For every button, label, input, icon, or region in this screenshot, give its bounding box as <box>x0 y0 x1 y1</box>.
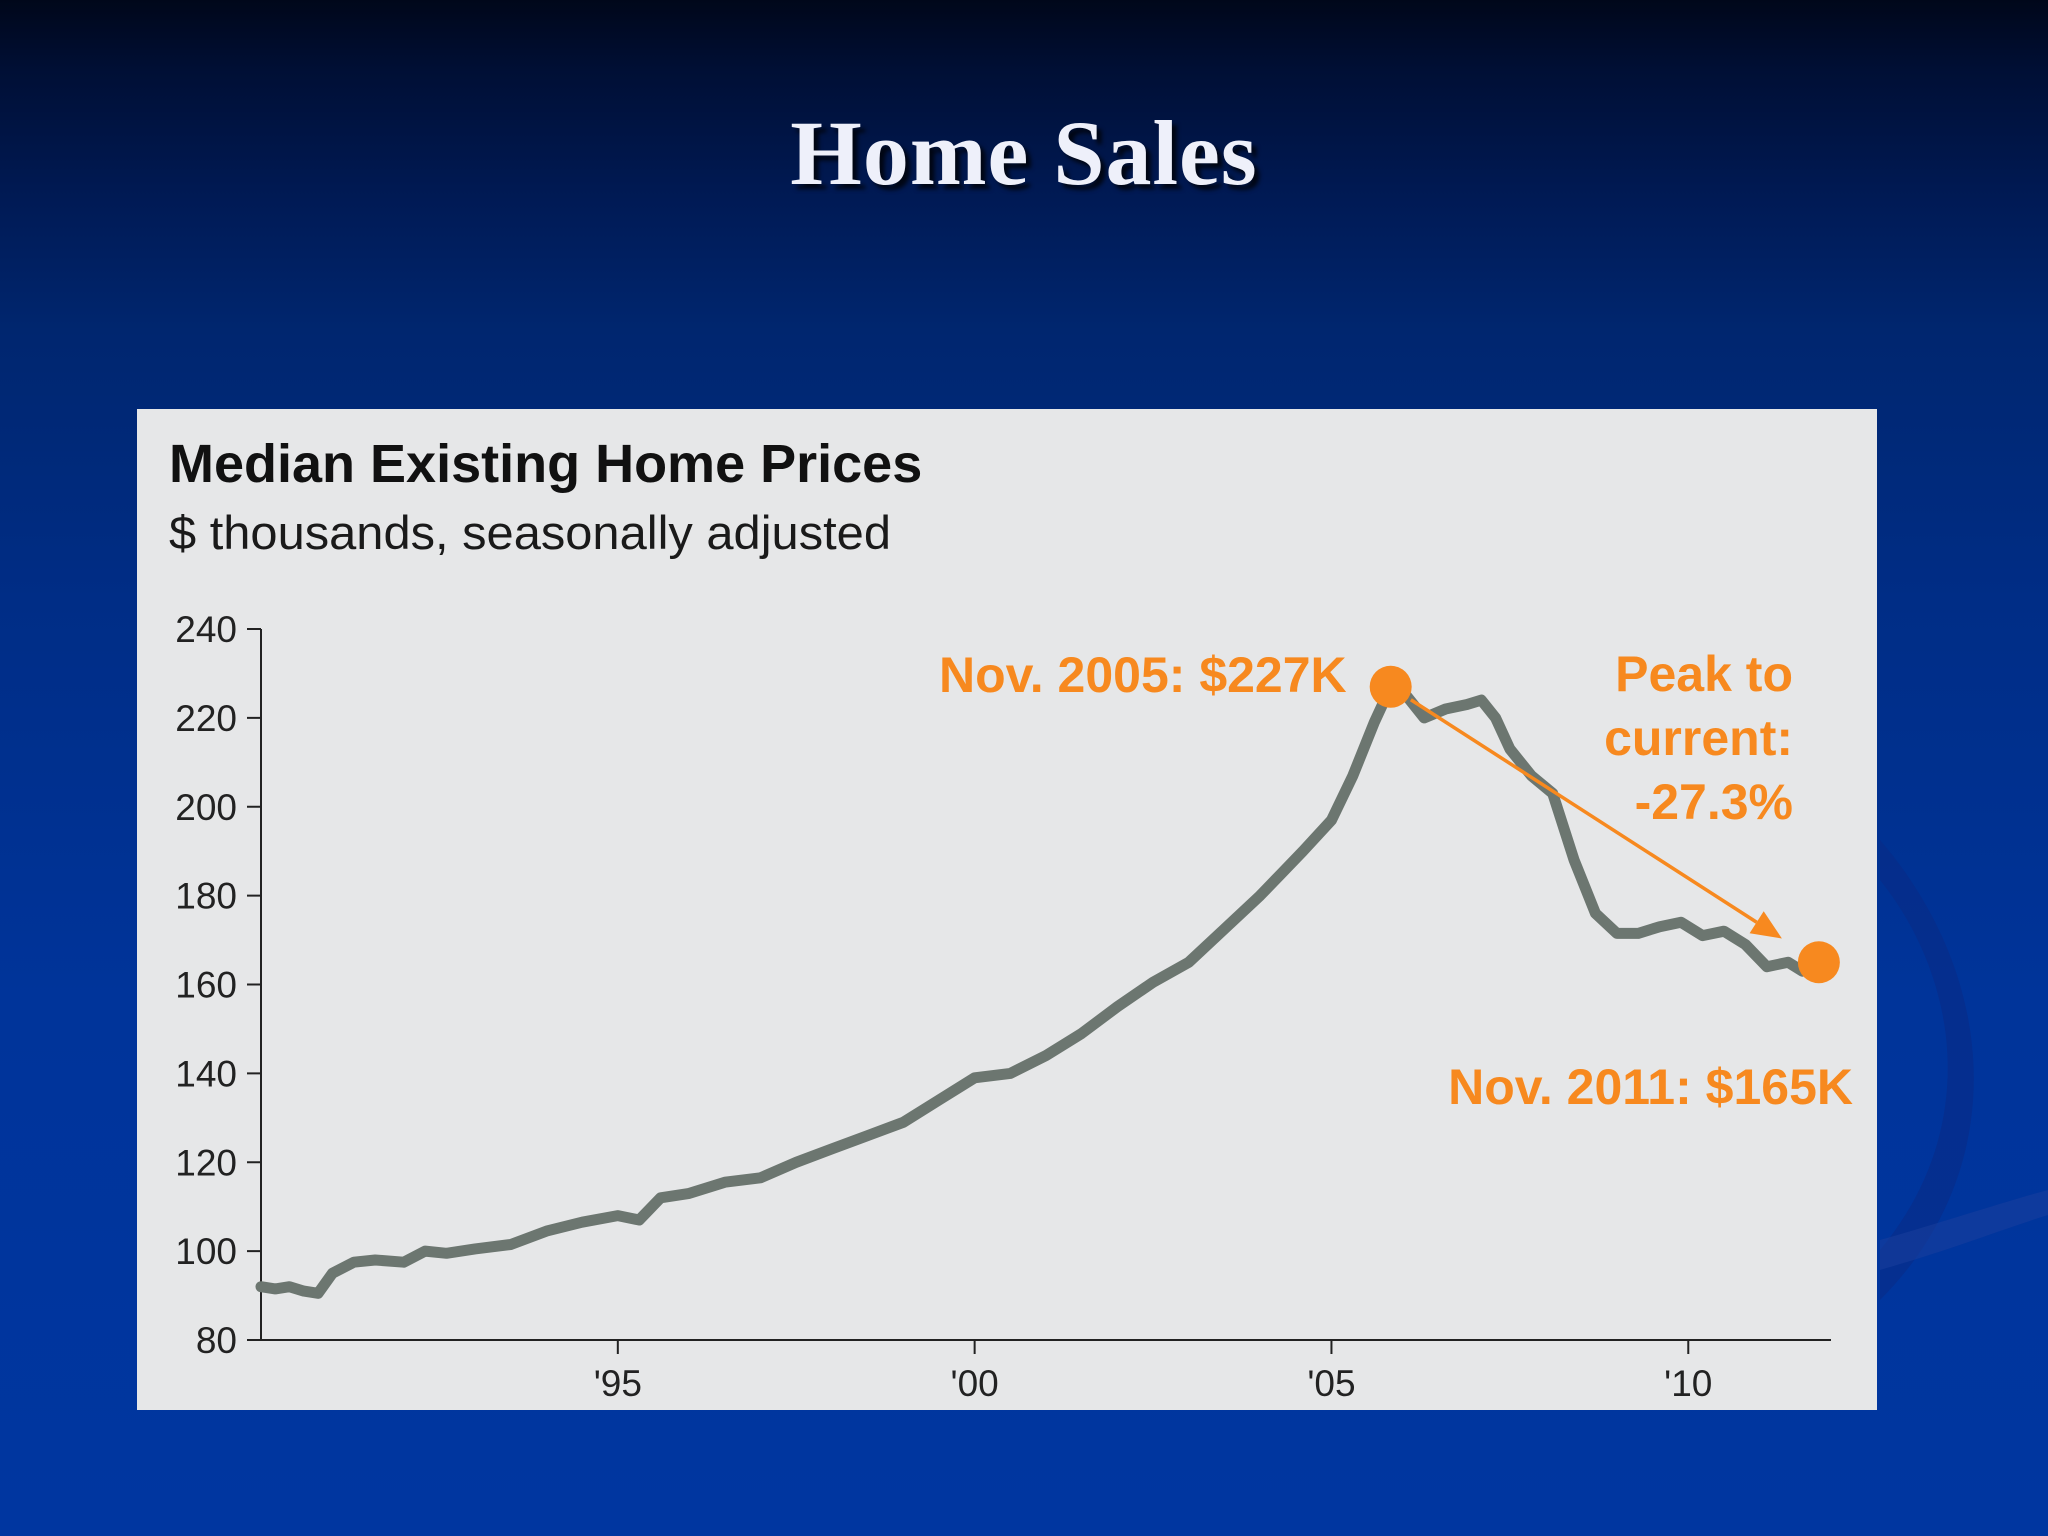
line-chart: Median Existing Home Prices $ thousands,… <box>169 434 1853 1404</box>
y-tick-label: 240 <box>175 609 237 650</box>
change-label-line: -27.3% <box>1635 774 1793 830</box>
chart-axes: 80 100 120 140 160 180 200 220 240 '95 '00 '05 '10 <box>175 609 1831 1404</box>
y-tick-label: 100 <box>175 1231 237 1272</box>
x-tick-label: '95 <box>594 1363 642 1404</box>
chart-series <box>255 681 1825 1299</box>
change-arrow-line <box>1409 698 1758 924</box>
peak-label: Nov. 2005: $227K <box>939 647 1347 703</box>
change-label-line: Peak to <box>1615 646 1793 702</box>
change-label-line: current: <box>1604 710 1793 766</box>
current-label: Nov. 2011: $165K <box>1448 1059 1853 1115</box>
y-tick-label: 140 <box>175 1053 237 1094</box>
y-tick-label: 220 <box>175 698 237 739</box>
x-tick-label: '00 <box>951 1363 999 1404</box>
y-tick-label: 160 <box>175 965 237 1006</box>
series-line <box>255 681 1825 1299</box>
y-tick-label: 180 <box>175 876 237 917</box>
y-tick-label: 120 <box>175 1142 237 1183</box>
peak-marker <box>1369 665 1412 708</box>
y-tick-label: 200 <box>175 787 237 828</box>
change-arrowhead <box>1749 911 1782 939</box>
chart-title: Median Existing Home Prices <box>169 434 922 494</box>
chart-panel: Median Existing Home Prices $ thousands,… <box>137 409 1877 1410</box>
y-tick-label: 80 <box>196 1320 237 1361</box>
x-tick-label: '05 <box>1307 1363 1355 1404</box>
chart-subtitle: $ thousands, seasonally adjusted <box>169 506 891 559</box>
slide-title: Home Sales <box>790 102 1258 204</box>
chart-annotations: Nov. 2005: $227K Nov. 2011: $165K Peak to c… <box>939 646 1853 1115</box>
x-tick-label: '10 <box>1664 1363 1712 1404</box>
current-marker <box>1797 941 1840 984</box>
